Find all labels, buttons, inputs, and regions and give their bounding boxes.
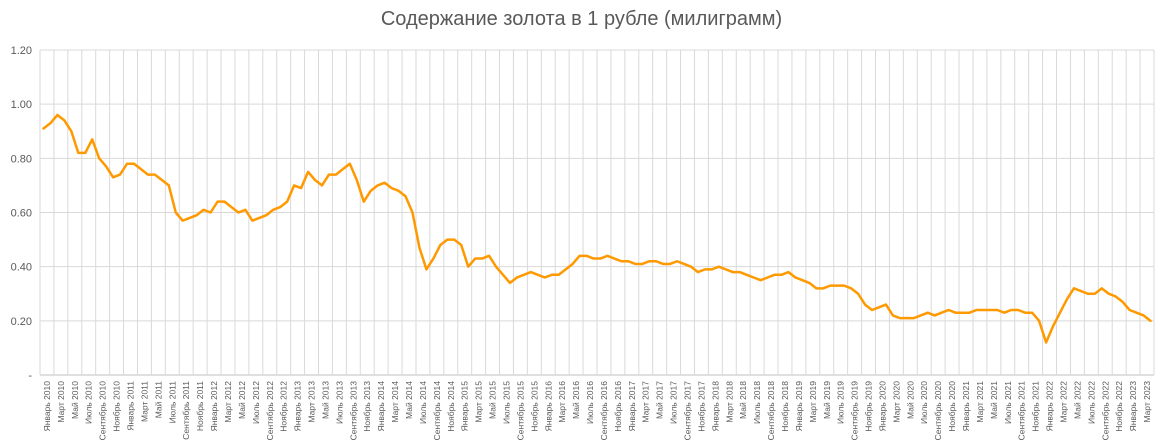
- x-tick-label: Май 2019: [822, 381, 832, 419]
- x-tick-label: Март 2013: [307, 381, 317, 423]
- x-tick-label: Январь 2021: [961, 381, 971, 432]
- y-tick-label: 0.40: [11, 262, 32, 274]
- x-tick-label: Январь 2020: [877, 381, 887, 432]
- x-tick-label: Июль 2010: [84, 381, 94, 424]
- x-tick-label: Май 2011: [153, 381, 163, 419]
- x-tick-label: Май 2010: [70, 381, 80, 419]
- series-layer: [42, 113, 1152, 344]
- x-tick-label: Сентябрь 2012: [265, 381, 275, 441]
- x-tick-label: Июль 2014: [418, 381, 428, 424]
- x-tick-label: Сентябрь 2010: [98, 381, 108, 441]
- x-tick-label: Сентябрь 2020: [933, 381, 943, 441]
- x-tick-label: Июль 2022: [1086, 381, 1096, 424]
- x-tick-label: Сентябрь 2016: [599, 381, 609, 441]
- x-tick-label: Март 2012: [223, 381, 233, 423]
- x-tick-label: Май 2014: [404, 381, 414, 419]
- x-tick-label: Май 2013: [320, 381, 330, 419]
- x-tick-label: Март 2010: [56, 381, 66, 423]
- x-tick-label: Сентябрь 2014: [432, 381, 442, 441]
- y-tick-label: 0.60: [11, 208, 32, 220]
- x-tick-label: Январь 2014: [376, 381, 386, 432]
- x-tick-label: Март 2017: [641, 381, 651, 423]
- x-tick-label: Сентябрь 2015: [515, 381, 525, 441]
- x-tick-label: Май 2017: [655, 381, 665, 419]
- x-tick-label: Январь 2011: [126, 381, 136, 431]
- y-tick-label: 0.80: [11, 153, 32, 165]
- x-tick-label: Ноябрь 2013: [362, 381, 372, 432]
- x-axis-ticks: Январь 2010 Март 2010 Май 2010 Июль 2010 Сен…: [42, 381, 1152, 441]
- x-tick-label: Январь 2018: [710, 381, 720, 432]
- x-tick-label: Ноябрь 2010: [112, 381, 122, 432]
- x-tick-label: Ноябрь 2012: [279, 381, 289, 432]
- x-tick-label: Сентябрь 2017: [683, 381, 693, 441]
- series-line: [42, 113, 1152, 344]
- x-tick-label: Январь 2022: [1045, 381, 1055, 432]
- x-tick-label: Ноябрь 2015: [529, 381, 539, 432]
- y-axis-ticks: - 0.20 0.40 0.60 0.80 1.00 1.20: [11, 45, 33, 382]
- x-tick-label: Сентябрь 2022: [1100, 381, 1110, 441]
- x-tick-label: Январь 2016: [543, 381, 553, 432]
- x-tick-label: Март 2014: [390, 381, 400, 423]
- x-tick-label: Январь 2013: [293, 381, 303, 432]
- x-tick-label: Ноябрь 2017: [696, 381, 706, 432]
- x-tick-label: Ноябрь 2011: [195, 381, 205, 431]
- x-tick-label: Июль 2017: [669, 381, 679, 424]
- x-tick-label: Июль 2018: [752, 381, 762, 424]
- x-tick-label: Май 2016: [571, 381, 581, 419]
- x-tick-label: Ноябрь 2022: [1114, 381, 1124, 432]
- x-tick-label: Сентябрь 2018: [766, 381, 776, 441]
- x-tick-label: Январь 2015: [460, 381, 470, 432]
- x-tick-label: Июль 2019: [836, 381, 846, 424]
- x-tick-label: Сентябрь 2019: [850, 381, 860, 441]
- x-tick-label: Март 2022: [1058, 381, 1068, 423]
- x-tick-label: Июль 2015: [501, 381, 511, 424]
- x-tick-label: Январь 2023: [1128, 381, 1138, 432]
- x-tick-label: Май 2020: [905, 381, 915, 419]
- x-tick-label: Март 2016: [557, 381, 567, 423]
- x-tick-label: Июль 2011: [167, 381, 177, 424]
- x-tick-label: Июль 2013: [334, 381, 344, 424]
- x-tick-label: Сентябрь 2011: [181, 381, 191, 440]
- x-tick-label: Ноябрь 2019: [864, 381, 874, 432]
- x-tick-label: Март 2023: [1142, 381, 1152, 423]
- x-tick-label: Январь 2010: [42, 381, 52, 432]
- x-tick-label: Ноябрь 2020: [947, 381, 957, 432]
- y-tick-label: 1.00: [11, 99, 32, 111]
- x-tick-label: Июль 2012: [251, 381, 261, 424]
- x-tick-label: Сентябрь 2013: [348, 381, 358, 441]
- x-tick-label: Май 2021: [989, 381, 999, 419]
- x-tick-label: Март 2011: [139, 381, 149, 422]
- x-tick-label: Март 2021: [975, 381, 985, 423]
- x-tick-label: Январь 2019: [794, 381, 804, 432]
- x-tick-label: Июль 2020: [919, 381, 929, 424]
- x-tick-label: Ноябрь 2014: [446, 381, 456, 432]
- x-tick-label: Май 2018: [738, 381, 748, 419]
- x-tick-label: Ноябрь 2016: [613, 381, 623, 432]
- grid-lines: [39, 49, 1155, 376]
- x-tick-label: Июль 2021: [1003, 381, 1013, 424]
- x-tick-label: Март 2019: [808, 381, 818, 423]
- x-tick-label: Январь 2012: [209, 381, 219, 432]
- x-tick-label: Март 2020: [891, 381, 901, 423]
- x-tick-label: Май 2012: [237, 381, 247, 419]
- x-tick-label: Май 2015: [488, 381, 498, 419]
- x-tick-label: Март 2018: [724, 381, 734, 423]
- x-tick-label: Июль 2016: [585, 381, 595, 424]
- x-tick-label: Ноябрь 2021: [1031, 381, 1041, 432]
- x-tick-label: Сентябрь 2021: [1017, 381, 1027, 441]
- x-tick-label: Ноябрь 2018: [780, 381, 790, 432]
- y-tick-label: 1.20: [11, 45, 32, 57]
- y-tick-label: 0.20: [11, 316, 32, 328]
- x-tick-label: Март 2015: [474, 381, 484, 423]
- chart-title: Содержание золота в 1 рубле (милиграмм): [380, 8, 783, 30]
- x-tick-label: Январь 2017: [627, 381, 637, 432]
- x-tick-label: Май 2022: [1072, 381, 1082, 419]
- y-tick-label: -: [28, 370, 32, 382]
